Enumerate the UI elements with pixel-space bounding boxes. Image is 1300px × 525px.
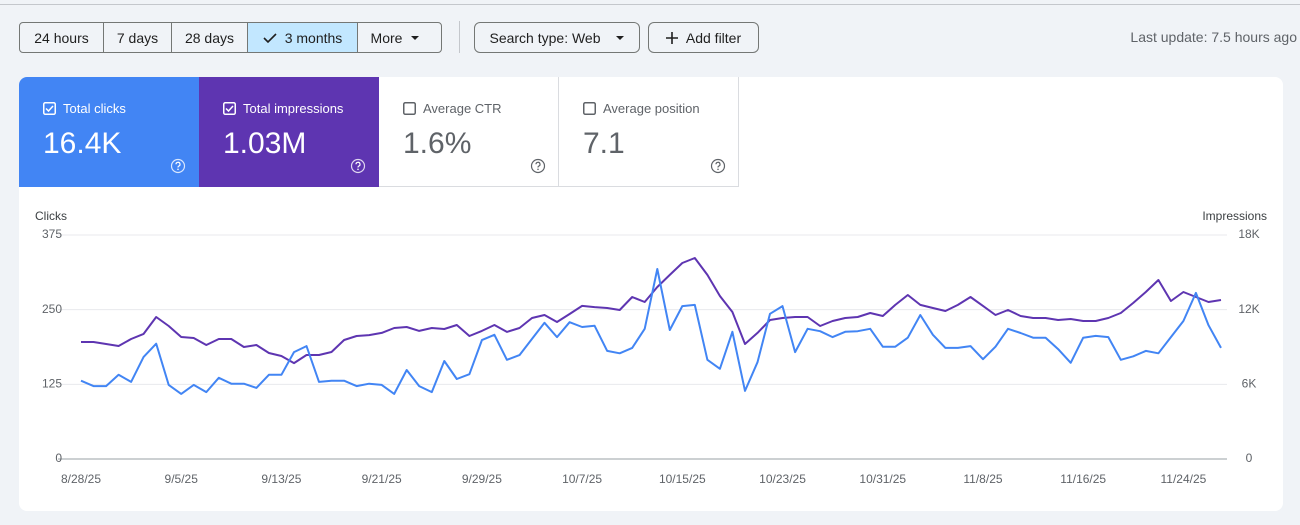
checkbox: [43, 102, 56, 115]
help-circle: [710, 158, 726, 174]
help-icon: [350, 158, 366, 174]
x-tick-label: 10/31/25: [859, 472, 906, 486]
y2-tick-label: 12K: [1238, 302, 1259, 316]
date-range-label: 7 days: [116, 29, 159, 46]
x-tick-label: 11/24/25: [1161, 472, 1207, 486]
x-tick-label: 11/8/25: [963, 472, 1002, 486]
x-tick-label: 9/13/25: [261, 472, 301, 486]
metric-label: Total impressions: [243, 101, 344, 116]
metric-value: 1.03M: [223, 127, 307, 160]
help-mark: [715, 161, 721, 168]
dropdown-icon: [615, 35, 624, 40]
help-mark: [175, 161, 181, 168]
metric-tile[interactable]: Average CTR 1.6%: [379, 77, 559, 187]
checkbox-box: [223, 102, 236, 115]
date-range-button[interactable]: 24 hours: [19, 22, 104, 53]
help-dot: [177, 168, 179, 171]
help-circle: [170, 158, 186, 174]
last-update: Last update: 7.5 hours ago: [1130, 29, 1297, 45]
add-filter-button[interactable]: Add filter: [648, 22, 759, 53]
dropdown-icon: [411, 35, 420, 40]
date-range-label: 3 months: [284, 29, 343, 46]
metric-tile[interactable]: Average position 7.1: [559, 77, 739, 187]
y2-axis-title: Impressions: [1202, 209, 1267, 223]
metric-label: Average CTR: [423, 101, 502, 116]
top-divider: [0, 4, 1300, 5]
search-type-label: Search type: Web: [489, 29, 601, 46]
x-tick-label: 8/28/25: [61, 472, 101, 486]
y2-tick-label: 0: [1246, 451, 1253, 465]
help-icon: [170, 158, 186, 174]
y-tick-label: 250: [42, 302, 62, 316]
plus: [665, 31, 678, 44]
caret: [615, 35, 624, 40]
date-range-button[interactable]: 28 days: [171, 22, 248, 53]
check-icon: [263, 32, 277, 43]
date-range-label: 24 hours: [34, 29, 89, 46]
metric-label-row: Total impressions: [223, 101, 343, 116]
check-path: [263, 32, 277, 43]
x-tick-label: 9/5/25: [165, 472, 199, 486]
checkbox: [583, 102, 596, 115]
more-label: More: [370, 29, 403, 46]
help-dot: [357, 168, 359, 171]
x-tick-label: 9/21/25: [362, 472, 402, 486]
metric-tile[interactable]: Total impressions 1.03M: [199, 77, 379, 187]
x-tick-label: 10/23/25: [759, 472, 806, 486]
help-dot: [717, 168, 719, 171]
help-dot: [537, 168, 539, 171]
metric-label-row: Average position: [583, 101, 700, 116]
y2-tick-label: 6K: [1242, 377, 1257, 391]
help-circle: [530, 158, 546, 174]
checkbox-box: [583, 102, 596, 115]
metric-label: Average position: [603, 101, 700, 116]
search-type-button[interactable]: Search type: Web: [474, 22, 640, 53]
date-range-label: 28 days: [184, 29, 235, 46]
help-icon: [530, 158, 546, 174]
metric-tile[interactable]: Total clicks 16.4K: [19, 77, 199, 187]
x-tick-label: 11/16/25: [1060, 472, 1106, 486]
help-mark: [535, 161, 541, 168]
help-icon: [710, 158, 726, 174]
series-line: [81, 257, 1222, 365]
metric-label-row: Average CTR: [403, 101, 502, 116]
y-tick-label: 0: [55, 451, 62, 465]
x-tick-label: 9/29/25: [462, 472, 502, 486]
help-circle: [350, 158, 366, 174]
metric-label: Total clicks: [63, 101, 126, 116]
checkbox-box: [43, 102, 56, 115]
y-tick-label: 375: [42, 227, 62, 241]
checkbox-box: [403, 102, 416, 115]
metric-label-row: Total clicks: [43, 101, 126, 116]
y2-tick-label: 18K: [1238, 227, 1259, 241]
metric-value: 7.1: [583, 127, 625, 160]
checkbox: [223, 102, 236, 115]
add-filter-label: Add filter: [685, 29, 742, 46]
x-tick-label: 10/15/25: [659, 472, 706, 486]
y-tick-label: 125: [42, 377, 62, 391]
series-line: [80, 268, 1222, 395]
metric-value: 1.6%: [403, 127, 472, 160]
plus-icon: [665, 31, 678, 44]
checkbox: [403, 102, 416, 115]
caret: [411, 35, 420, 40]
checkbox-check: [45, 105, 54, 113]
toolbar-separator: [459, 21, 460, 53]
checkbox-check: [225, 105, 234, 113]
x-tick-label: 10/7/25: [562, 472, 602, 486]
y-axis-title: Clicks: [35, 209, 67, 223]
metric-value: 16.4K: [43, 127, 122, 160]
help-mark: [355, 161, 361, 168]
date-range-button[interactable]: 7 days: [103, 22, 172, 53]
more-button[interactable]: More: [357, 22, 442, 53]
